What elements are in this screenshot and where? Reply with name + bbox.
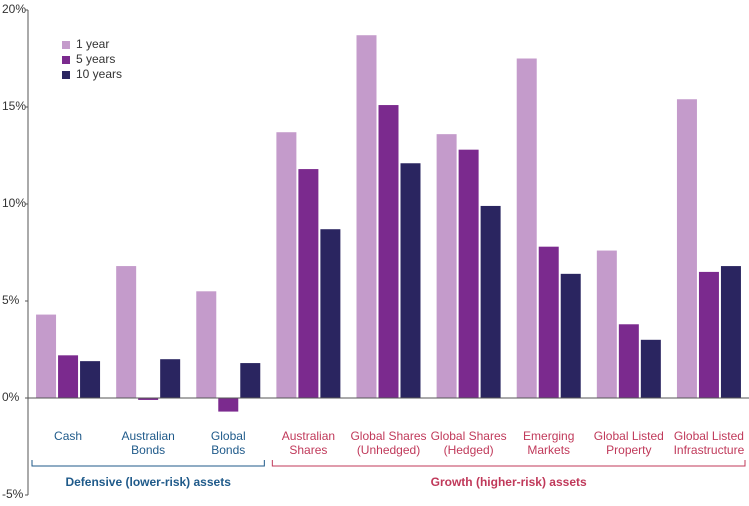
bar xyxy=(516,58,537,398)
category-label: (Unhedged) xyxy=(357,443,420,457)
y-tick-label: 10% xyxy=(2,196,26,210)
category-label: Global Listed xyxy=(594,429,664,443)
bar xyxy=(538,246,559,398)
legend-label: 10 years xyxy=(76,67,122,81)
bar xyxy=(480,205,501,398)
bar xyxy=(458,149,479,398)
category-label: Bonds xyxy=(211,443,245,457)
legend-swatch xyxy=(62,56,70,64)
bar xyxy=(160,359,181,398)
category-label: Cash xyxy=(54,429,82,443)
bar xyxy=(356,35,377,398)
bar xyxy=(276,132,297,398)
category-label: Australian xyxy=(282,429,335,443)
bar xyxy=(240,363,261,398)
bar xyxy=(138,398,159,400)
bar xyxy=(58,355,79,398)
category-label: Infrastructure xyxy=(674,443,745,457)
group-bracket xyxy=(31,460,265,467)
category-label: (Hedged) xyxy=(444,443,494,457)
bar xyxy=(676,99,697,399)
bar xyxy=(698,271,719,398)
bar xyxy=(596,250,617,398)
bar xyxy=(320,229,341,398)
y-tick-label: 0% xyxy=(2,390,20,404)
bar xyxy=(560,273,581,398)
category-label: Australian xyxy=(121,429,174,443)
category-label: Global xyxy=(211,429,246,443)
bar xyxy=(378,105,399,398)
bar xyxy=(218,398,239,412)
y-tick-label: 5% xyxy=(2,293,20,307)
bar xyxy=(436,134,457,398)
group-label: Growth (higher-risk) assets xyxy=(431,475,587,489)
bar xyxy=(720,266,741,398)
category-label: Global Shares xyxy=(431,429,507,443)
group-bracket xyxy=(271,460,746,467)
category-label: Markets xyxy=(527,443,570,457)
y-tick-label: 15% xyxy=(2,99,26,113)
y-tick-label: -5% xyxy=(2,487,24,501)
legend-label: 1 year xyxy=(76,37,109,51)
legend-swatch xyxy=(62,71,70,79)
category-label: Property xyxy=(606,443,651,457)
category-label: Global Shares xyxy=(350,429,426,443)
category-label: Global Listed xyxy=(674,429,744,443)
bar xyxy=(36,314,57,398)
category-label: Emerging xyxy=(523,429,574,443)
bar xyxy=(400,163,421,398)
bar xyxy=(116,266,137,398)
group-label: Defensive (lower-risk) assets xyxy=(65,475,231,489)
bar xyxy=(196,291,217,398)
legend-label: 5 years xyxy=(76,52,115,66)
bar xyxy=(618,324,639,398)
bar xyxy=(80,361,101,398)
bar xyxy=(640,339,661,398)
category-label: Shares xyxy=(289,443,327,457)
bar xyxy=(298,169,319,398)
y-tick-label: 20% xyxy=(2,2,26,16)
category-label: Bonds xyxy=(131,443,165,457)
legend-swatch xyxy=(62,41,70,49)
